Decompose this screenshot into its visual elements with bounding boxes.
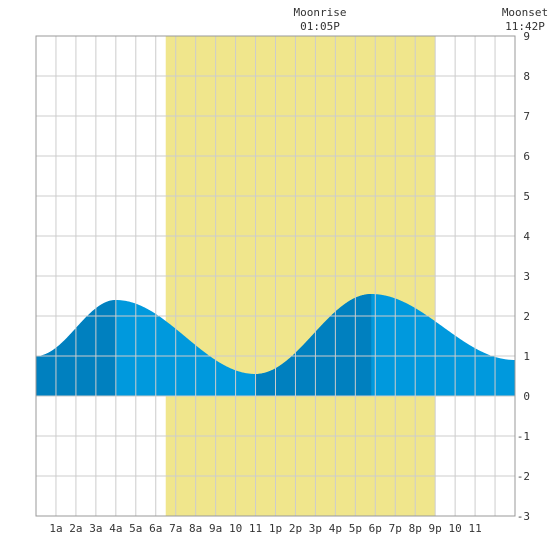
x-tick-label: 9p [429, 522, 442, 535]
tide-area-dark-2 [255, 294, 372, 396]
y-tick-label: -3 [517, 510, 530, 523]
x-tick-label: 6a [149, 522, 162, 535]
annotation-time: 01:05P [300, 20, 340, 33]
x-tick-label: 1a [49, 522, 62, 535]
x-tick-label: 6p [369, 522, 382, 535]
x-tick-label: 3a [89, 522, 102, 535]
plot-border [35, 35, 516, 517]
x-tick-label: 3p [309, 522, 322, 535]
annotation-time: 11:42P [505, 20, 545, 33]
x-tick-label: 8p [409, 522, 422, 535]
x-tick-label: 4a [109, 522, 122, 535]
y-tick-label: 4 [523, 230, 530, 243]
x-tick-label: 5a [129, 522, 142, 535]
x-tick-label: 2a [69, 522, 82, 535]
y-tick-label: 2 [523, 310, 530, 323]
x-tick-label: 11 [249, 522, 262, 535]
annotation-label: Moonset [502, 6, 548, 19]
x-tick-label: 5p [349, 522, 362, 535]
x-tick-label: 1p [269, 522, 282, 535]
y-tick-label: 1 [523, 350, 530, 363]
y-tick-label: 5 [523, 190, 530, 203]
x-tick-label: 2p [289, 522, 302, 535]
y-tick-label: 3 [523, 270, 530, 283]
y-tick-label: 6 [523, 150, 530, 163]
x-tick-label: 4p [329, 522, 342, 535]
x-tick-label: 10 [449, 522, 462, 535]
y-tick-label: 8 [523, 70, 530, 83]
y-tick-label: 0 [523, 390, 530, 403]
y-tick-label: 9 [523, 30, 530, 43]
x-tick-label: 7p [389, 522, 402, 535]
y-tick-label: -2 [517, 470, 530, 483]
annotation-label: Moonrise [294, 6, 347, 19]
x-tick-label: 9a [209, 522, 222, 535]
y-tick-label: 7 [523, 110, 530, 123]
y-tick-label: -1 [517, 430, 530, 443]
x-tick-label: 11 [468, 522, 481, 535]
x-tick-label: 8a [189, 522, 202, 535]
x-tick-label: 10 [229, 522, 242, 535]
x-tick-label: 7a [169, 522, 182, 535]
